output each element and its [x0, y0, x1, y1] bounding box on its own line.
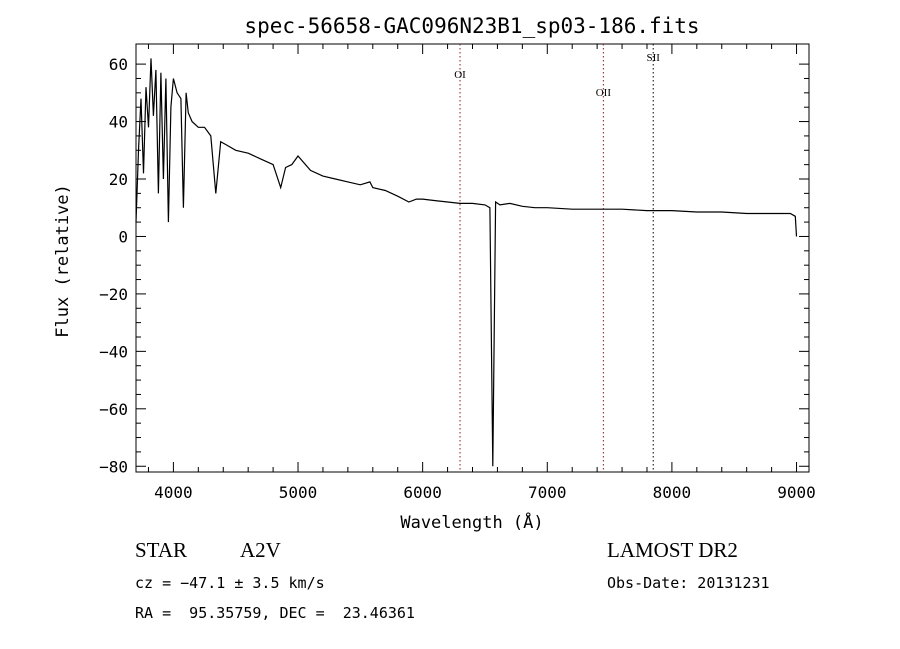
y-tick-label: −40	[99, 342, 128, 361]
y-tick-label: 40	[109, 113, 128, 132]
y-tick-label: −80	[99, 457, 128, 476]
line-markers: OI OII SII	[454, 44, 660, 472]
x-tick-label: 9000	[777, 483, 816, 502]
y-tick-label: 0	[118, 227, 128, 246]
y-tick-label: −60	[99, 400, 128, 419]
x-tick-label: 5000	[279, 483, 318, 502]
redshift-velocity: cz = −47.1 ± 3.5 km/s	[135, 574, 325, 592]
x-tick-label: 4000	[154, 483, 193, 502]
plot-frame	[135, 43, 810, 473]
x-tick-label: 7000	[528, 483, 567, 502]
survey-name: LAMOST DR2	[607, 538, 738, 562]
object-subclass: A2V	[240, 538, 281, 562]
object-class: STAR	[135, 538, 187, 562]
marker-label-sii: SII	[646, 52, 660, 64]
x-tick-label: 8000	[653, 483, 692, 502]
y-tick-label: −20	[99, 285, 128, 304]
x-tick-label: 6000	[403, 483, 442, 502]
chart-title: spec-56658-GAC096N23B1_sp03-186.fits	[244, 14, 699, 38]
sky-coordinates: RA = 95.35759, DEC = 23.46361	[135, 604, 415, 622]
axis-ticks: 4000 5000 6000 7000 8000 9000 −80 −60 −40 −20 0 20 4…	[99, 44, 816, 502]
observation-date: Obs-Date: 20131231	[607, 574, 770, 592]
y-tick-label: 20	[109, 170, 128, 189]
x-axis-label: Wavelength (Å)	[400, 511, 543, 533]
spectrum-line	[135, 58, 798, 467]
y-axis-label: Flux (relative)	[53, 184, 73, 338]
marker-label-oii: OII	[596, 87, 612, 99]
y-tick-label: 60	[109, 55, 128, 74]
marker-label-oi: OI	[454, 69, 466, 81]
